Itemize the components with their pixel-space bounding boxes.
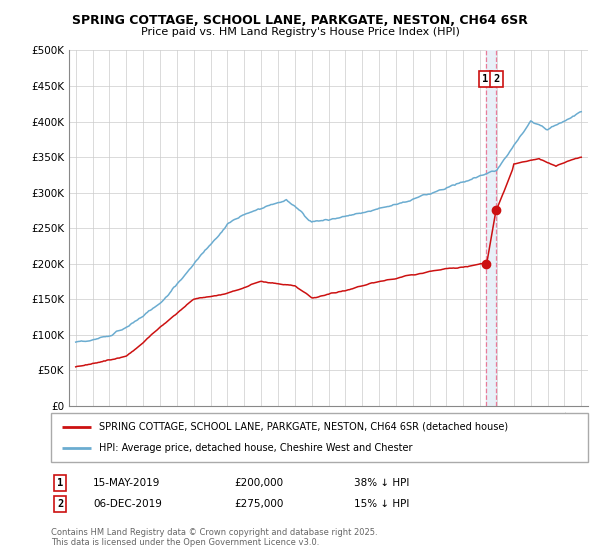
Text: HPI: Average price, detached house, Cheshire West and Chester: HPI: Average price, detached house, Ches…	[100, 443, 413, 453]
Bar	[487, 50, 496, 406]
Text: SPRING COTTAGE, SCHOOL LANE, PARKGATE, NESTON, CH64 6SR (detached house): SPRING COTTAGE, SCHOOL LANE, PARKGATE, N…	[100, 422, 508, 432]
Text: Price paid vs. HM Land Registry's House Price Index (HPI): Price paid vs. HM Land Registry's House …	[140, 27, 460, 37]
Text: 06-DEC-2019: 06-DEC-2019	[93, 499, 162, 509]
Text: SPRING COTTAGE, SCHOOL LANE, PARKGATE, NESTON, CH64 6SR: SPRING COTTAGE, SCHOOL LANE, PARKGATE, N…	[72, 14, 528, 27]
FancyBboxPatch shape	[51, 413, 588, 462]
Text: 2: 2	[493, 74, 500, 84]
Text: 1: 1	[482, 74, 488, 84]
Text: £200,000: £200,000	[234, 478, 283, 488]
Text: 2: 2	[57, 499, 63, 509]
Text: 15-MAY-2019: 15-MAY-2019	[93, 478, 160, 488]
Text: 1: 1	[57, 478, 63, 488]
Text: Contains HM Land Registry data © Crown copyright and database right 2025.
This d: Contains HM Land Registry data © Crown c…	[51, 528, 377, 547]
Text: £275,000: £275,000	[234, 499, 283, 509]
Text: 38% ↓ HPI: 38% ↓ HPI	[354, 478, 409, 488]
Text: 15% ↓ HPI: 15% ↓ HPI	[354, 499, 409, 509]
